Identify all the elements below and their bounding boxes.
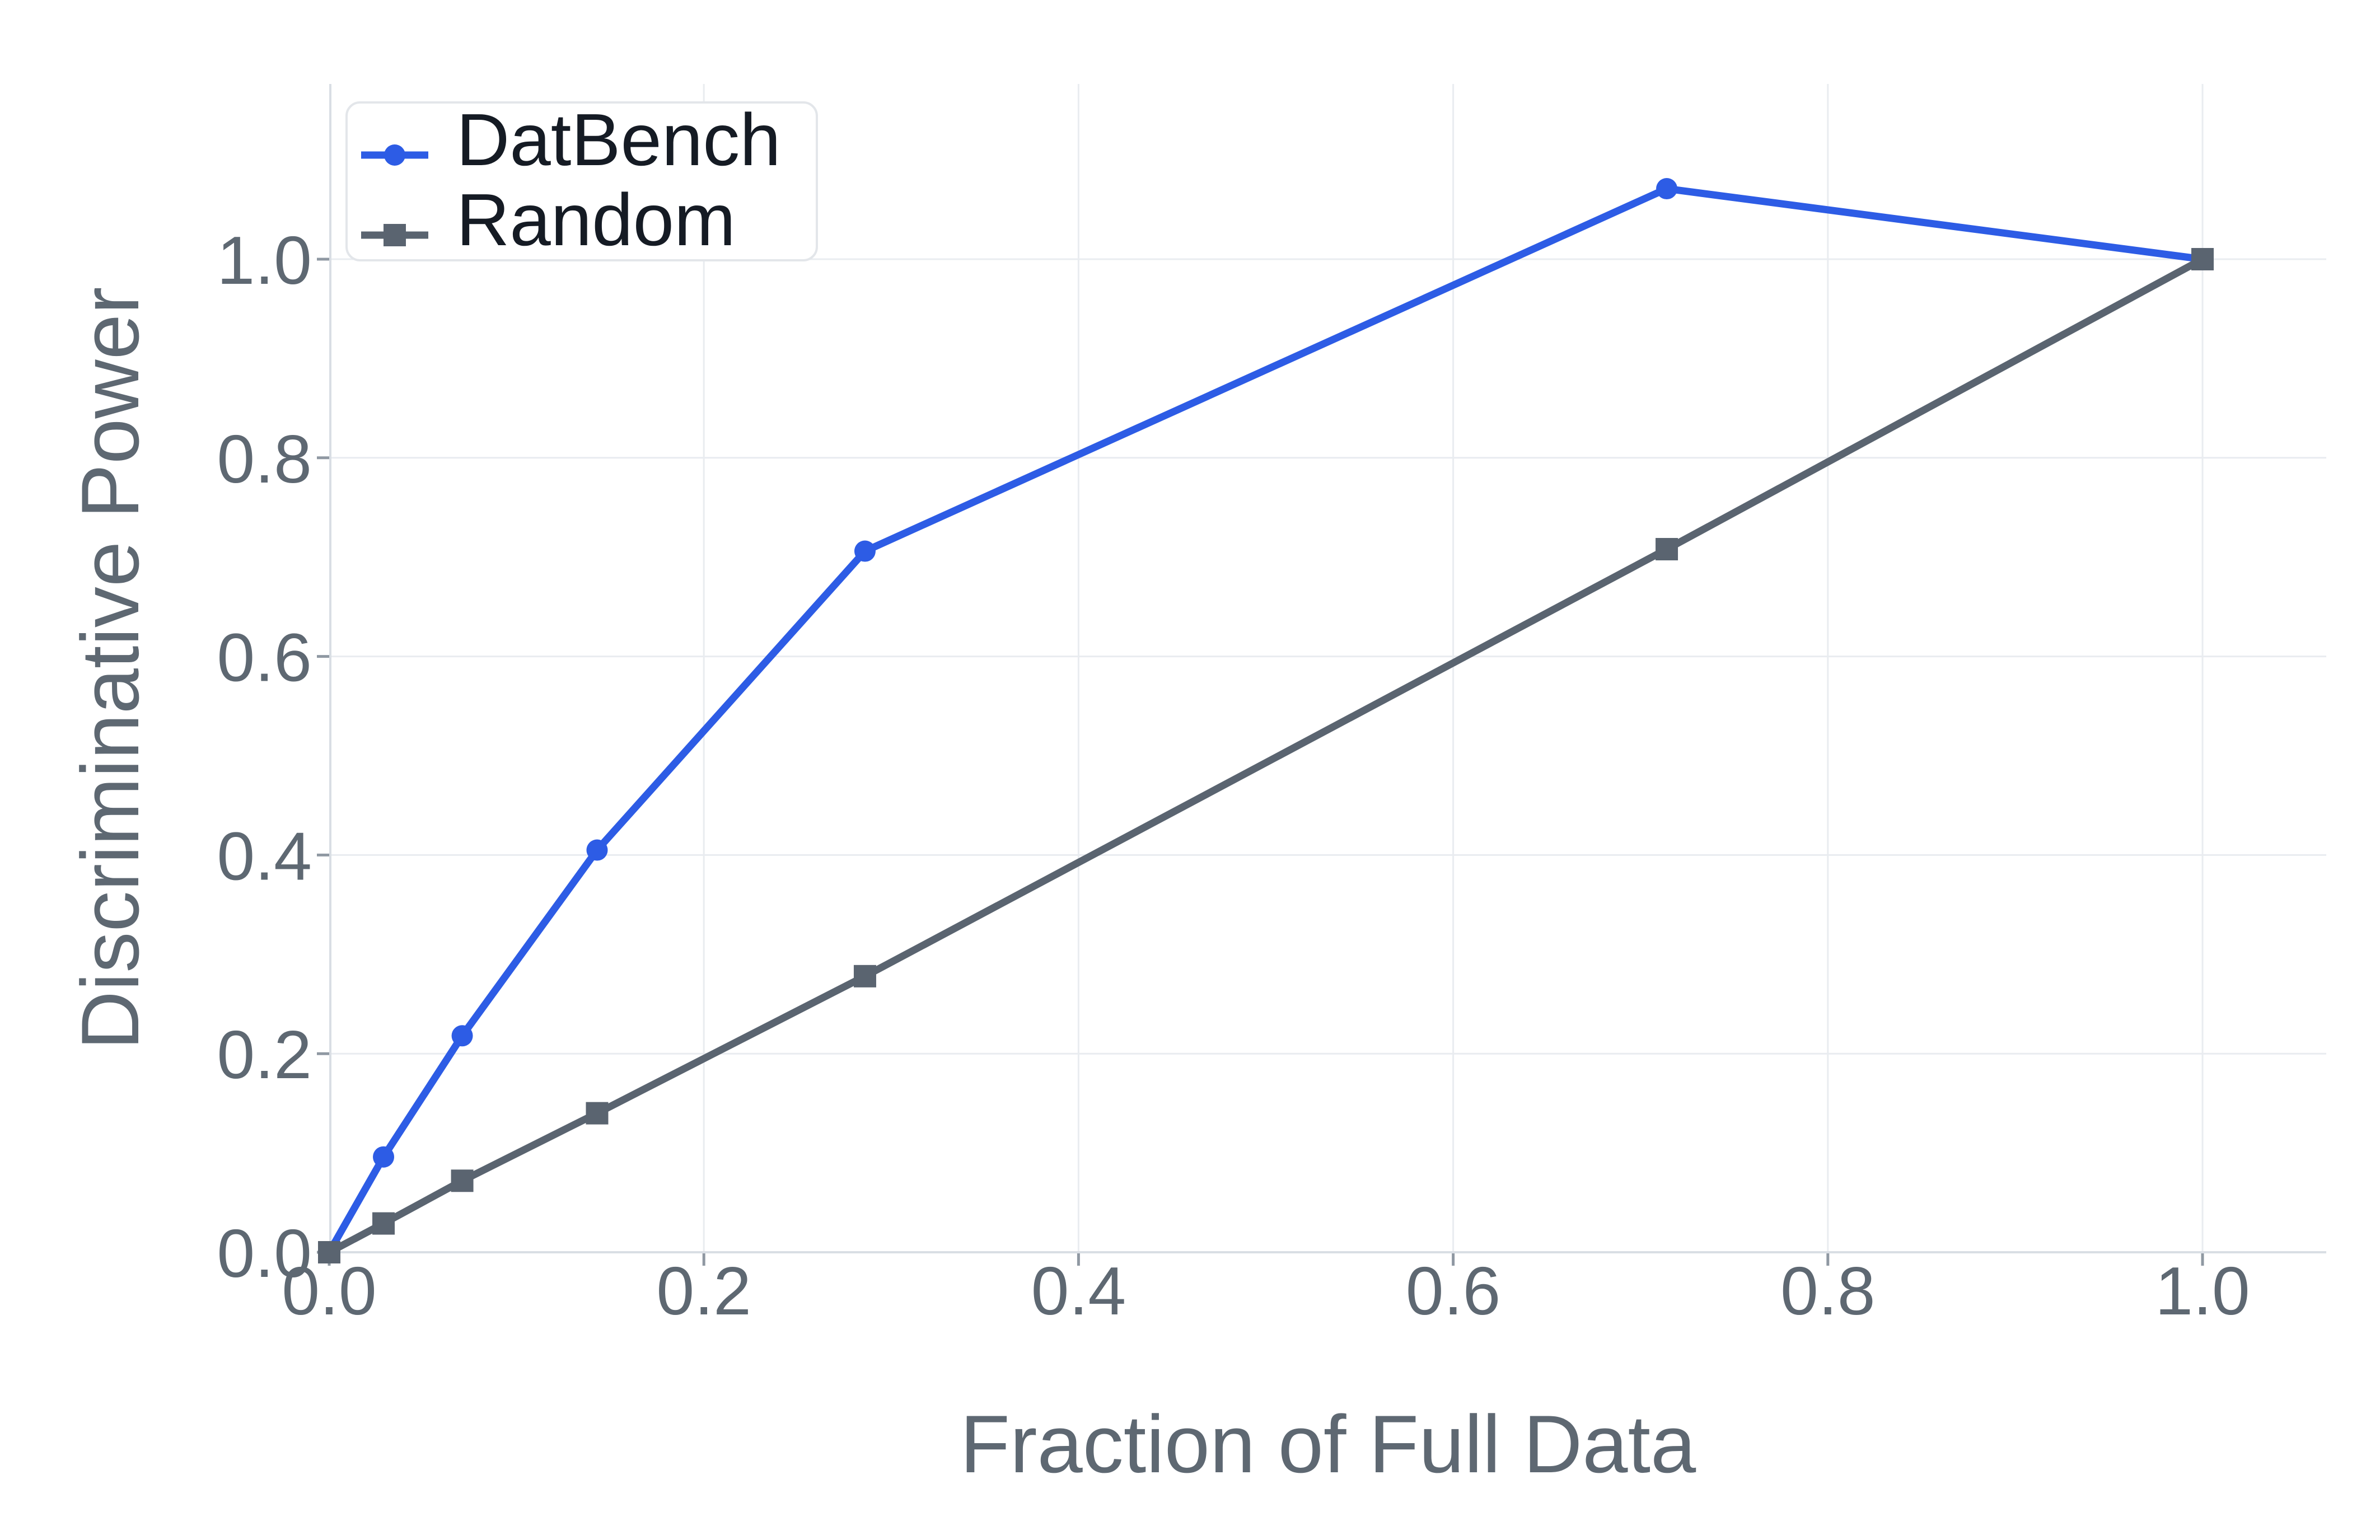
legend-item-datbench: DatBench: [361, 99, 781, 181]
data-point-datbench: [1656, 178, 1678, 200]
data-point-random: [318, 1241, 340, 1263]
series-line-random: [325, 255, 2206, 1256]
legend-label-datbench: DatBench: [456, 99, 781, 181]
data-point-random: [451, 1169, 474, 1192]
x-tick-label: 0.4: [1031, 1253, 1126, 1329]
y-axis-title: Discriminative Power: [64, 287, 156, 1050]
random-square-marker-icon: [384, 224, 406, 246]
gridlines: [330, 84, 2326, 1252]
data-point-datbench: [586, 839, 608, 861]
legend-label-random: Random: [456, 179, 736, 261]
x-axis-title: Fraction of Full Data: [960, 1398, 1696, 1490]
legend-item-random: Random: [361, 179, 736, 261]
axis-ticks: 0.0 0.2 0.4 0.6 0.8 1.0 0.0 0.2 0.4 0.6 0.8 1.0: [217, 222, 2250, 1329]
x-tick-label: 0.8: [1780, 1253, 1876, 1329]
data-point-random: [372, 1212, 395, 1235]
y-tick-label: 0.4: [217, 818, 312, 894]
legend: DatBench Random: [345, 99, 818, 261]
y-tick-label: 0.0: [217, 1215, 312, 1291]
x-tick-label: 0.2: [656, 1253, 751, 1329]
series-line-datbench: [325, 185, 2206, 1256]
data-point-random: [2191, 248, 2214, 270]
y-tick-label: 0.8: [217, 421, 312, 497]
x-tick-label: 0.0: [282, 1253, 377, 1329]
data-point-random: [586, 1102, 609, 1125]
data-point-random: [853, 965, 876, 987]
data-point-datbench: [451, 1025, 473, 1047]
data-point-datbench: [373, 1146, 395, 1168]
y-tick-label: 0.6: [217, 620, 312, 696]
y-tick-label: 1.0: [217, 222, 312, 298]
datbench-circle-marker-icon: [384, 144, 405, 166]
data-point-random: [1656, 538, 1678, 561]
axes-spines: [328, 84, 2326, 1253]
x-tick-label: 0.6: [1406, 1253, 1501, 1329]
legend-box: [345, 101, 818, 261]
data-series: [318, 178, 2214, 1263]
y-tick-label: 0.2: [217, 1017, 312, 1093]
x-tick-label: 1.0: [2155, 1253, 2250, 1329]
data-point-datbench: [854, 540, 876, 562]
